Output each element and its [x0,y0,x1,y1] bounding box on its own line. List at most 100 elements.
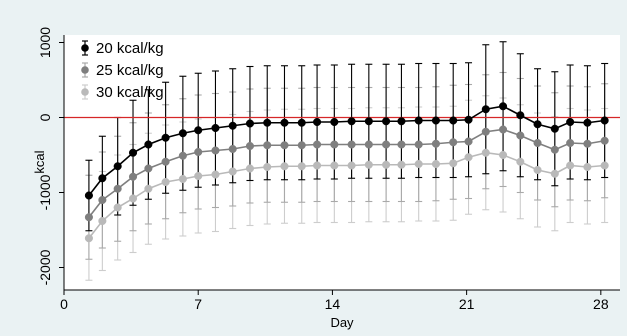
data-point [144,164,153,173]
data-point [382,160,391,169]
legend-label: 25 kcal/kg [96,62,164,79]
data-point [228,144,237,154]
series-2 [84,125,609,222]
data-point [397,140,406,149]
legend-marker [81,44,89,52]
x-tick-label: 14 [325,296,341,312]
data-point [566,138,575,148]
data-point [414,159,423,169]
data-point [364,140,373,149]
data-point [347,161,356,170]
data-point [211,170,220,179]
data-point [178,129,187,138]
data-point [498,150,508,160]
data-point [113,203,122,212]
data-point [263,141,272,150]
data-point [600,136,609,145]
y-tick-label: -2000 [37,249,53,285]
data-point [533,138,542,148]
data-point [161,133,170,142]
data-point [583,162,592,172]
legend-marker [81,66,89,74]
x-axis-title: Day [330,315,354,330]
data-point [414,140,423,149]
data-point [566,161,575,170]
data-point [431,139,440,148]
data-point [481,105,490,114]
data-point [84,191,93,200]
data-point [128,148,138,157]
data-point [550,145,559,154]
data-point [481,148,490,157]
data-point [533,165,542,175]
data-point [431,116,440,125]
data-point [144,140,153,149]
data-point [194,147,203,157]
data-point [364,117,373,126]
data-point [113,184,122,193]
data-point [464,137,473,146]
data-point [211,146,220,155]
legend-item-1: 20 kcal/kg [81,40,164,57]
series-3 [84,148,609,243]
data-point [113,162,122,171]
series-1 [84,102,609,200]
data-point [449,138,458,147]
data-point [297,141,306,150]
data-point [364,160,373,169]
data-point [313,117,322,127]
legend-label: 20 kcal/kg [96,40,164,57]
x-tick-label: 0 [60,296,68,312]
x-tick-label: 28 [593,296,609,312]
y-ticks: 1000 0 -1000 -2000 [37,27,64,285]
data-point [449,159,458,168]
data-point [245,141,255,151]
data-point [194,171,203,181]
data-point [313,161,322,170]
data-point [128,172,138,181]
data-point [297,162,306,171]
legend: 20 kcal/kg 25 kcal/kg 30 kcal/kg [81,40,164,101]
data-point [313,140,322,149]
data-point [600,116,609,125]
data-point [449,116,458,125]
y-tick-label: -1000 [37,174,53,210]
data-point [397,160,406,169]
y-tick-label: 1000 [37,27,53,58]
data-point [347,140,356,149]
data-point [84,234,93,243]
data-point [481,127,490,136]
data-point [245,119,255,128]
legend-item-2: 25 kcal/kg [81,62,164,79]
data-point [516,157,525,166]
data-point [144,184,153,193]
data-point [330,117,339,127]
data-point [550,124,559,133]
data-point [211,123,220,133]
y-tick-label: 0 [37,113,53,121]
data-point [330,161,339,170]
data-point [178,151,187,160]
data-point [397,117,406,126]
data-point [263,162,272,172]
data-point [583,139,592,148]
data-point [280,162,289,171]
data-point [516,111,525,120]
data-point [464,153,473,162]
x-tick-label: 21 [459,296,475,312]
x-ticks: 0 7 14 21 28 [60,290,609,312]
data-point [178,174,187,184]
data-point [382,117,391,126]
data-point [280,118,289,127]
legend-marker [81,88,89,96]
data-point [498,125,508,134]
data-point [431,159,440,169]
data-point [600,161,609,170]
data-point [280,141,289,150]
data-point [161,177,170,187]
data-point [566,117,575,127]
data-point [516,131,525,140]
legend-item-3: 30 kcal/kg [81,84,164,101]
data-point [98,216,107,226]
